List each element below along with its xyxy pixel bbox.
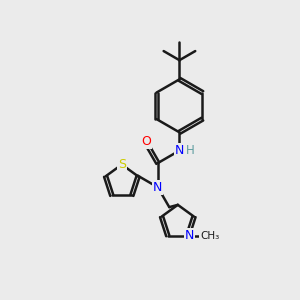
Text: O: O [141,135,151,148]
Text: H: H [186,144,195,157]
Text: N: N [153,181,163,194]
Text: N: N [175,144,184,157]
Text: CH₃: CH₃ [200,231,220,241]
Text: N: N [184,229,194,242]
Text: S: S [118,158,126,171]
